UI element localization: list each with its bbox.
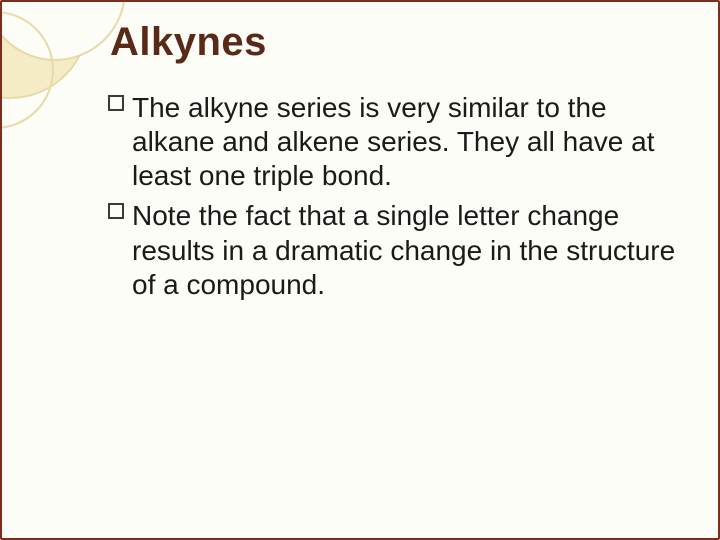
square-bullet-icon bbox=[108, 95, 124, 111]
list-item: Note the fact that a single letter chang… bbox=[132, 199, 680, 301]
bullet-text: Note the fact that a single letter chang… bbox=[132, 200, 675, 299]
square-bullet-icon bbox=[108, 203, 124, 219]
list-item: The alkyne series is very similar to the… bbox=[132, 91, 680, 193]
bullet-text: The alkyne series is very similar to the… bbox=[132, 92, 654, 191]
bullet-list: The alkyne series is very similar to the… bbox=[110, 91, 680, 302]
slide-title: Alkynes bbox=[110, 20, 680, 65]
slide-content: Alkynes The alkyne series is very simila… bbox=[110, 20, 680, 308]
